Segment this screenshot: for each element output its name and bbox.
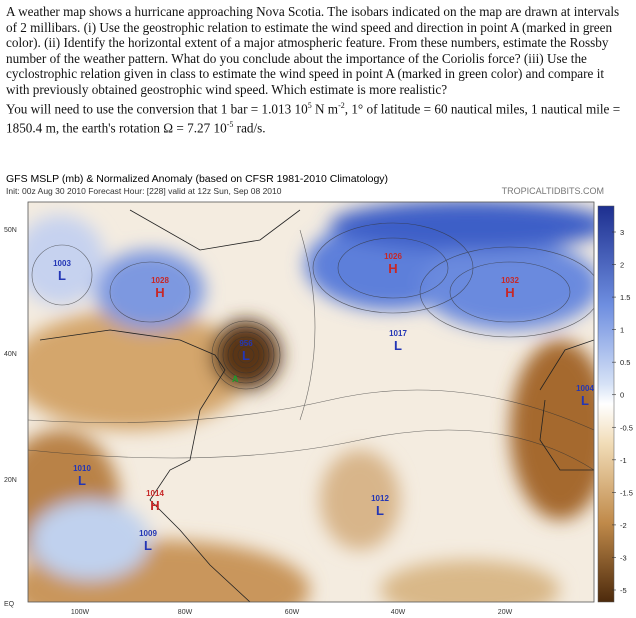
colorbar-label: 0.5 xyxy=(620,358,630,367)
longitude-label: 40W xyxy=(391,609,406,616)
map-frame xyxy=(27,201,595,603)
superscript: -5 xyxy=(226,119,234,129)
center-letter: L xyxy=(78,473,86,488)
center-pressure: 956 xyxy=(239,339,253,348)
colorbar-label: 3 xyxy=(620,228,624,237)
center-pressure: 1026 xyxy=(384,252,402,261)
center-pressure: 1014 xyxy=(146,489,164,498)
colorbar-label: 1 xyxy=(620,326,624,335)
latitude-label: 20N xyxy=(4,477,17,484)
center-pressure: 1003 xyxy=(53,259,71,268)
longitude-label: 20W xyxy=(498,609,513,616)
watermark: TROPICALTIDBITS.COM xyxy=(502,186,604,196)
point-a: A xyxy=(232,374,239,384)
center-letter: L xyxy=(58,268,66,283)
text-run: , 1° of latitude = 60 nautical miles, 1 … xyxy=(6,100,621,135)
center-letter: L xyxy=(394,338,402,353)
longitude-label: 100W xyxy=(71,609,90,616)
superscript: 5 xyxy=(307,100,312,110)
center-pressure: 1032 xyxy=(501,276,519,285)
colorbar-label: -2 xyxy=(620,521,627,530)
colorbar-label: -1 xyxy=(620,456,627,465)
colorbar-label: -1.5 xyxy=(620,488,633,497)
center-letter: H xyxy=(155,285,164,300)
latitude-label: 40N xyxy=(4,351,17,358)
center-pressure: 1009 xyxy=(139,529,157,538)
question-text: A weather map shows a hurricane approach… xyxy=(6,4,620,97)
center-pressure: 1004 xyxy=(576,384,594,393)
colorbar xyxy=(597,205,615,603)
text-run: rad/s. xyxy=(233,119,266,135)
center-letter: H xyxy=(388,261,397,276)
text-run: You will need to use the conversion that… xyxy=(6,100,308,116)
colorbar-label: -3 xyxy=(620,553,627,562)
weather-map: GFS MSLP (mb) & Normalized Anomaly (base… xyxy=(4,173,633,616)
map-title: GFS MSLP (mb) & Normalized Anomaly (base… xyxy=(6,173,388,185)
superscript: -2 xyxy=(338,100,345,110)
latitude-label: EQ xyxy=(4,601,15,608)
map-subtitle: Init: 00z Aug 30 2010 Forecast Hour: [22… xyxy=(6,186,282,196)
colorbar-label: -5 xyxy=(620,586,627,595)
colorbar-label: 2 xyxy=(620,261,624,270)
center-pressure: 1010 xyxy=(73,464,91,473)
colorbar-label: 0 xyxy=(620,391,624,400)
center-pressure: 1012 xyxy=(371,494,389,503)
center-letter: L xyxy=(144,538,152,553)
center-pressure: 1028 xyxy=(151,276,169,285)
colorbar-label: 1.5 xyxy=(620,293,630,302)
text-run: N m xyxy=(311,100,339,116)
colorbar-label: -0.5 xyxy=(620,423,633,432)
center-pressure: 1017 xyxy=(389,329,407,338)
center-letter: L xyxy=(581,393,589,408)
longitude-label: 60W xyxy=(285,609,300,616)
center-letter: L xyxy=(242,348,250,363)
center-letter: L xyxy=(376,503,384,518)
latitude-label: 50N xyxy=(4,227,17,234)
question: A weather map shows a hurricane approach… xyxy=(6,4,624,136)
center-letter: H xyxy=(150,498,159,513)
conversion-text: You will need to use the conversion that… xyxy=(6,98,624,136)
center-letter: H xyxy=(505,285,514,300)
map-field: A xyxy=(28,202,594,602)
longitude-label: 80W xyxy=(178,609,193,616)
